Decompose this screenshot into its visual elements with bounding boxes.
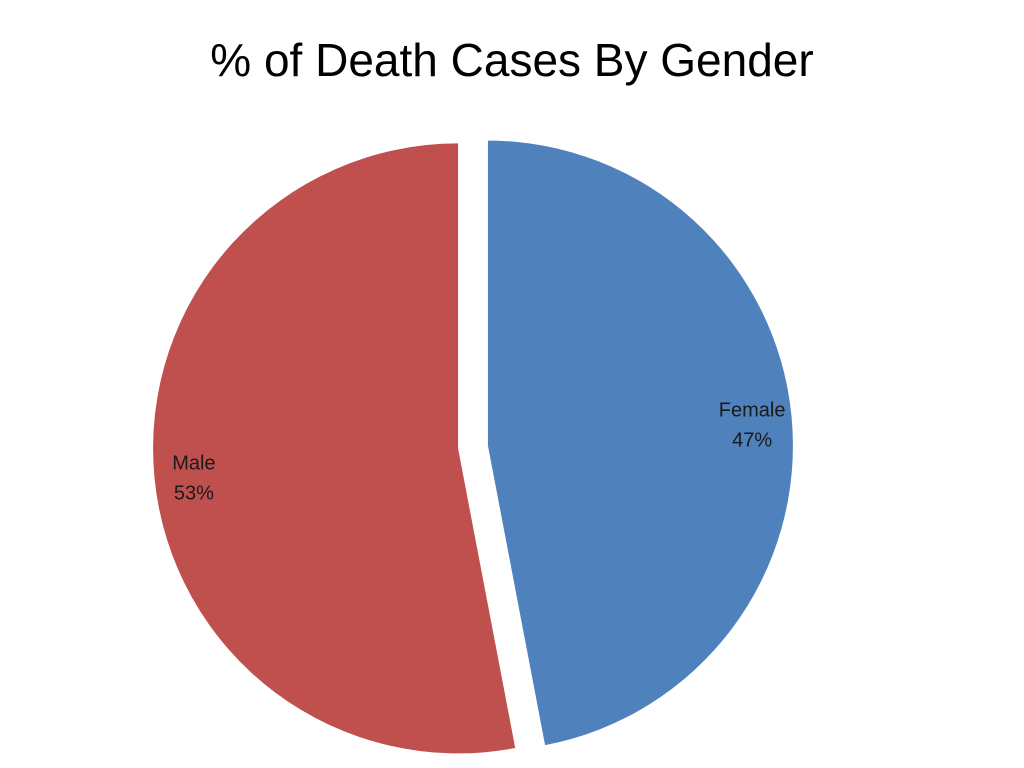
chart-title: % of Death Cases By Gender [210,34,814,86]
slice-label-female: Female [719,400,786,422]
slice-label-male: Male [172,452,215,474]
pie-slice-male [153,143,516,754]
pie-slice-female [487,140,793,746]
slice-value-male: 53% [174,482,214,504]
slice-value-female: 47% [732,430,772,452]
